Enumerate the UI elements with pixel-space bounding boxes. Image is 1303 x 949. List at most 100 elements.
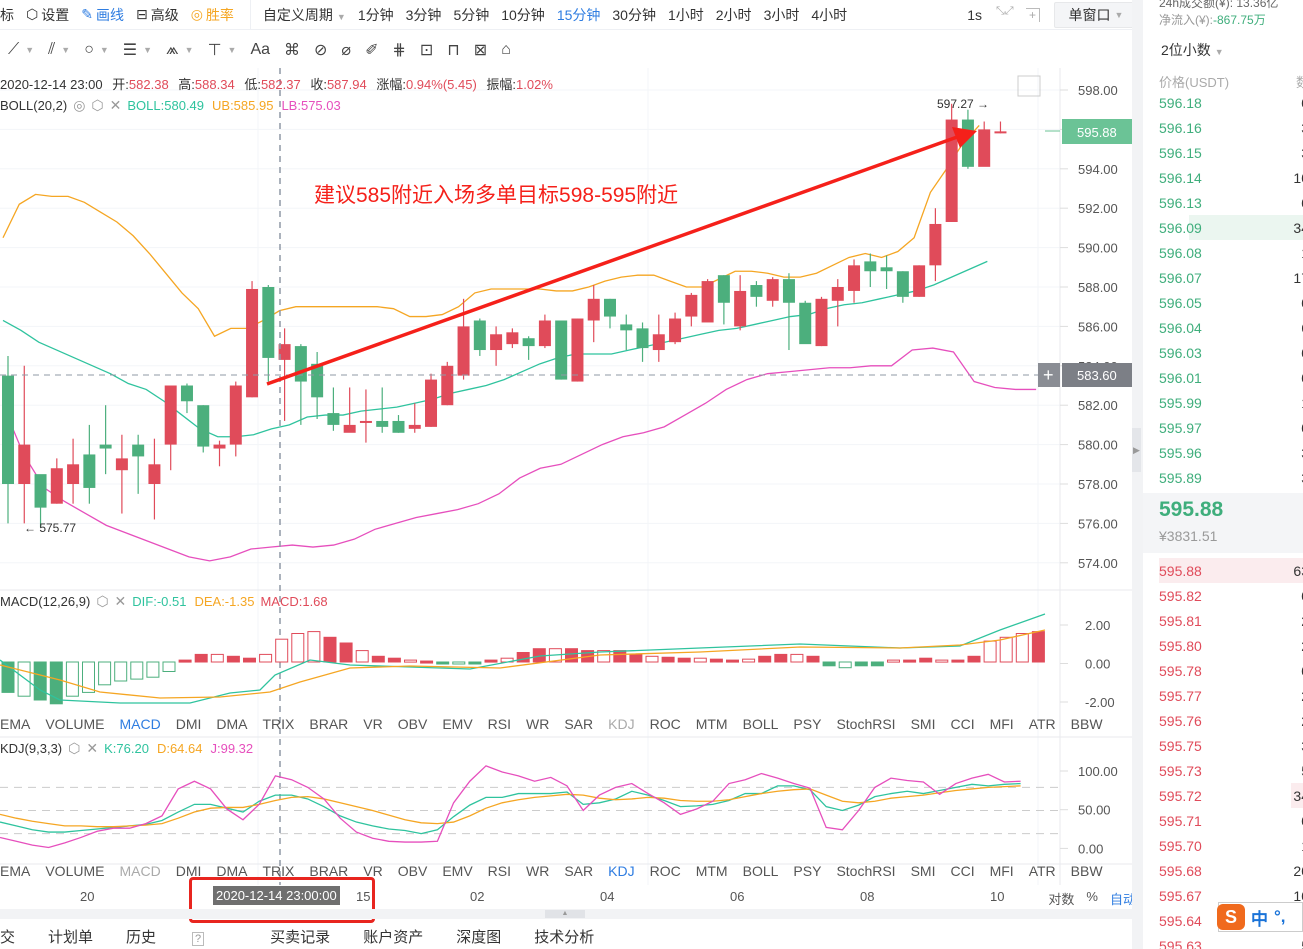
bid-row[interactable]: 595.88 63 [1159,558,1303,583]
magnet-tool[interactable]: ⊘ [314,40,327,60]
bid-row[interactable]: 595.73 5 [1159,758,1303,783]
bid-row[interactable]: 595.75 3 [1159,733,1303,758]
candle[interactable] [978,129,991,167]
candle[interactable] [18,444,31,484]
candle[interactable] [506,332,519,345]
indicator-tab-macd[interactable]: MACD [119,716,161,732]
bid-row[interactable]: 595.67 10 [1159,883,1303,908]
indicator-tab-obv[interactable]: OBV [397,716,428,732]
indicator-tab-psy[interactable]: PSY [793,863,822,879]
tab-account-assets[interactable]: 账户资产 [363,929,424,946]
candle[interactable] [229,385,242,445]
candle[interactable] [132,444,145,457]
candle[interactable] [392,420,405,433]
candle[interactable] [294,346,307,382]
indicator-tab-sar[interactable]: SAR [564,716,594,732]
candle[interactable] [945,119,958,222]
ask-row[interactable]: 596.13 0 [1159,190,1303,215]
candle[interactable] [913,265,926,297]
ask-row[interactable]: 595.96 3 [1159,440,1303,465]
candle[interactable] [213,444,226,449]
candle[interactable] [83,454,96,488]
candle[interactable] [2,375,14,484]
tab-technical-analysis[interactable]: 技术分析 [534,929,595,946]
settings-icon[interactable]: ⬡ [96,593,109,609]
indicator-tab-volume[interactable]: VOLUME [45,716,105,732]
bid-row[interactable]: 595.82 0 [1159,583,1303,608]
candle[interactable] [555,320,568,380]
candle[interactable] [929,223,942,266]
period-3m[interactable]: 3分钟 [405,6,442,23]
expand-panel-handle[interactable]: ▶ [1132,428,1141,472]
measure-tool[interactable]: ⊤ ▼ [207,42,237,59]
tab-plan-orders[interactable]: 计划单 [48,929,94,946]
candle[interactable] [750,285,763,297]
settings-icon[interactable]: ⬡ [68,740,81,756]
bid-row[interactable]: 595.63 5 [1159,933,1303,949]
ask-row[interactable]: 596.09 34 [1159,215,1303,240]
indicator-tab-dmi[interactable]: DMI [175,863,202,879]
parallel-tool[interactable]: ⫽ ▼ [48,41,71,58]
bid-row[interactable]: 595.81 2 [1159,608,1303,633]
add-alert-icon[interactable]: + [1043,365,1054,385]
shape-tool[interactable]: ○ ▼ [84,41,109,58]
ask-row[interactable]: 596.18 0 [1159,90,1303,115]
close-icon[interactable]: ✕ [86,740,99,756]
candle[interactable] [67,464,80,484]
period-30m[interactable]: 30分钟 [612,6,656,23]
indicator-tab-ema[interactable]: EMA [0,863,31,879]
indicator-tab-emv[interactable]: EMV [442,863,473,879]
auto-scale-toggle[interactable]: 自动 [1109,892,1136,907]
candle[interactable] [246,288,259,398]
candle[interactable] [603,298,616,317]
ask-row[interactable]: 596.03 0 [1159,340,1303,365]
indicator-tab-cci[interactable]: CCI [950,863,975,879]
candlestick-chart[interactable]: 598.00596.00594.00592.00590.00588.00586.… [0,68,1140,885]
candle[interactable] [717,275,730,303]
candle[interactable] [831,287,844,301]
indicator-tab-stochrsi[interactable]: StochRSI [836,863,896,879]
indicator-tab-sar[interactable]: SAR [564,863,594,879]
period-3h[interactable]: 3小时 [763,6,800,23]
candle[interactable] [311,363,324,398]
period-1h[interactable]: 1小时 [667,6,704,23]
indicator-tab-cci[interactable]: CCI [950,716,975,732]
indicator-tab-mtm[interactable]: MTM [695,863,728,879]
bid-row[interactable]: 595.80 2 [1159,633,1303,658]
candle[interactable] [620,324,633,331]
indicator-button[interactable]: 标 [0,6,14,23]
settings-icon[interactable]: ⬡ [91,97,104,113]
indicator-tab-smi[interactable]: SMI [910,716,936,732]
add-window-icon[interactable]: + [1026,8,1040,22]
ruler-tool[interactable]: ⌀ [341,40,351,60]
ask-row[interactable]: 596.01 0 [1159,365,1303,390]
candle[interactable] [343,424,356,433]
indicator-tab-dma[interactable]: DMA [216,716,248,732]
indicator-tab-boll[interactable]: BOLL [742,863,779,879]
bid-row[interactable]: 595.77 2 [1159,683,1303,708]
indicator-tab-psy[interactable]: PSY [793,716,822,732]
candle[interactable] [685,294,698,317]
close-icon[interactable]: ✕ [114,593,127,609]
candle[interactable] [587,298,600,321]
ask-row[interactable]: 595.97 0 [1159,415,1303,440]
decimals-dropdown[interactable]: 2位小数 ▼ [1161,42,1224,58]
ask-row[interactable]: 596.14 10 [1159,165,1303,190]
candle[interactable] [864,261,877,272]
candle[interactable] [473,320,486,351]
ask-row[interactable]: 596.04 6 [1159,315,1303,340]
indicator-tab-wr[interactable]: WR [526,863,550,879]
candle[interactable] [636,328,649,349]
ask-row[interactable]: 596.16 3 [1159,115,1303,140]
ask-row[interactable]: 596.07 17 [1159,265,1303,290]
indicator-tab-atr[interactable]: ATR [1028,716,1056,732]
fib-tool[interactable]: ☰ ▼ [122,42,153,59]
grid-tool[interactable]: ⋕ [392,40,405,60]
candle[interactable] [880,267,893,272]
panel-splitter[interactable] [1132,0,1143,949]
help-icon[interactable]: ? [192,932,205,946]
indicator-tab-trix[interactable]: TRIX [262,863,295,879]
bid-row[interactable]: 595.68 20 [1159,858,1303,883]
indicator-tab-bbw[interactable]: BBW [1070,863,1103,879]
indicator-tab-dmi[interactable]: DMI [175,716,202,732]
